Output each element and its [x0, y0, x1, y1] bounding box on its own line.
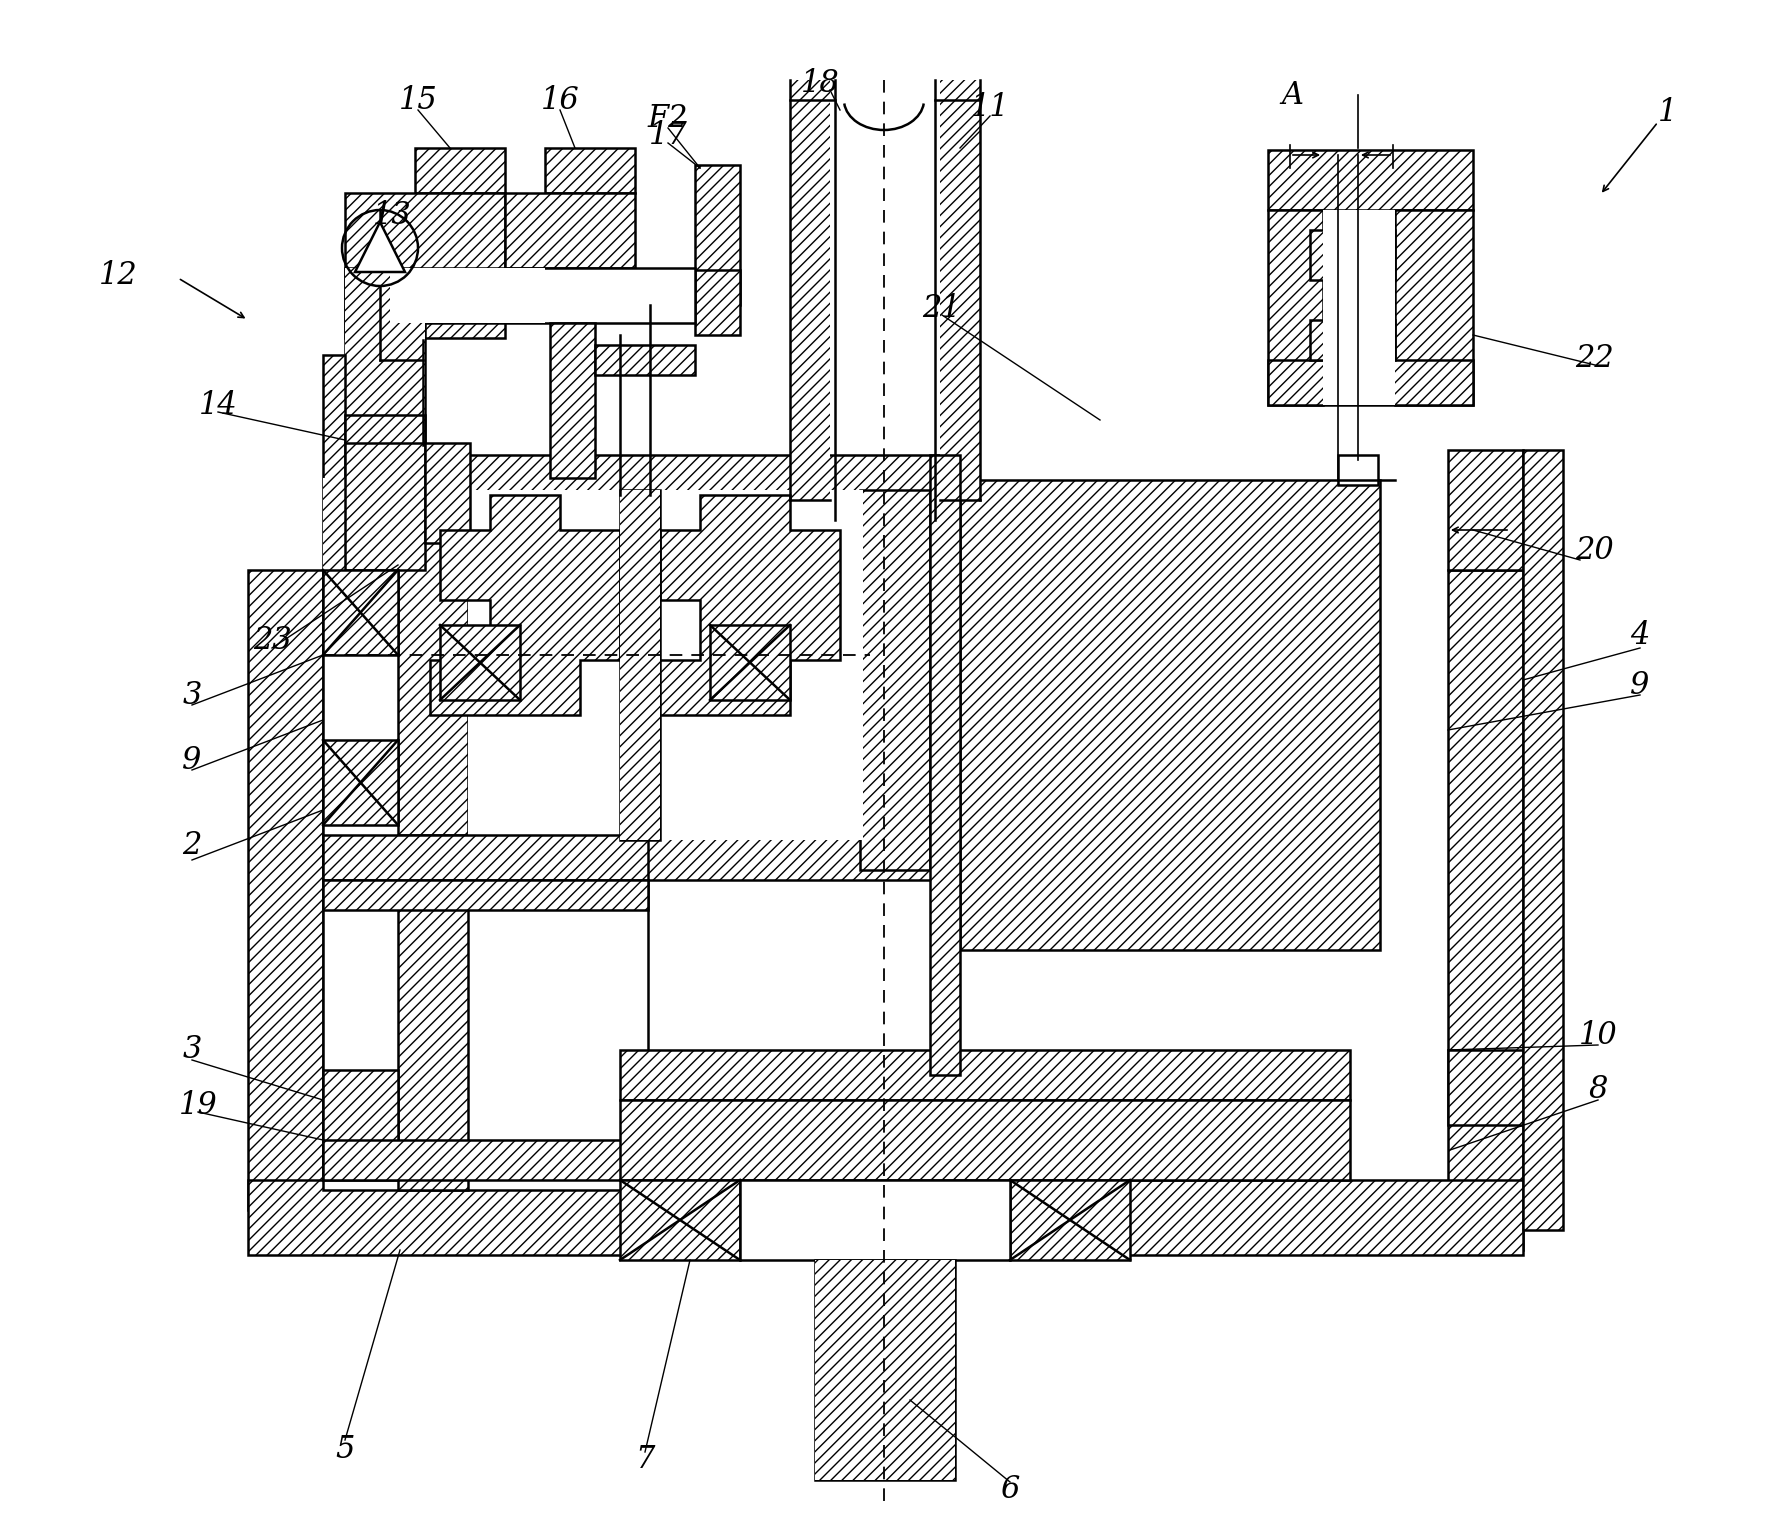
Text: 11: 11 [971, 91, 1010, 123]
Bar [345, 414, 425, 570]
Text: 7: 7 [635, 1445, 655, 1475]
Bar [324, 879, 647, 910]
Bar [1449, 450, 1523, 570]
Bar [416, 148, 504, 192]
Bar [739, 1180, 1010, 1260]
Bar [1449, 1050, 1523, 1126]
Polygon shape [356, 222, 405, 273]
Bar [440, 625, 520, 701]
Bar [248, 1180, 1523, 1255]
Bar [550, 323, 594, 477]
Text: 15: 15 [398, 85, 437, 116]
Bar [939, 80, 980, 500]
Bar [504, 192, 635, 268]
Bar [345, 323, 425, 444]
Bar [860, 490, 930, 870]
Bar [324, 570, 647, 1190]
Bar [324, 835, 647, 879]
Text: 1: 1 [1658, 97, 1677, 128]
Text: 17: 17 [649, 120, 688, 151]
Text: 19: 19 [179, 1089, 218, 1121]
Bar [619, 1180, 739, 1260]
Bar [695, 165, 739, 305]
Text: 3: 3 [182, 679, 202, 710]
Text: F2: F2 [647, 103, 688, 134]
Bar [324, 1140, 669, 1180]
Text: 9: 9 [182, 744, 202, 776]
Bar [1523, 450, 1564, 1230]
Bar [389, 268, 545, 323]
Bar [1449, 570, 1523, 1250]
Bar [345, 268, 695, 323]
Bar [345, 192, 504, 337]
Bar [1311, 320, 1396, 360]
Bar [619, 490, 660, 839]
Text: 4: 4 [1631, 619, 1650, 650]
Text: 23: 23 [253, 625, 292, 656]
Text: 22: 22 [1576, 342, 1615, 374]
Text: 6: 6 [999, 1474, 1019, 1506]
Bar [1337, 454, 1378, 485]
Bar [248, 570, 324, 1210]
Bar [791, 80, 830, 500]
Bar [1010, 1180, 1130, 1260]
Polygon shape [640, 494, 840, 715]
Polygon shape [430, 494, 619, 715]
Bar [398, 835, 948, 879]
Bar [1268, 149, 1474, 209]
Bar [345, 323, 425, 444]
Bar [961, 480, 1380, 950]
Bar [324, 570, 398, 654]
Bar [709, 625, 791, 701]
Bar [930, 454, 961, 1075]
Text: 21: 21 [923, 293, 961, 323]
Bar [398, 490, 469, 1190]
Bar [884, 1260, 955, 1480]
Bar [1268, 209, 1323, 405]
Bar [816, 1260, 884, 1480]
Bar [816, 1260, 955, 1480]
Text: 12: 12 [99, 260, 138, 291]
Text: 13: 13 [373, 200, 412, 231]
Text: 9: 9 [1631, 670, 1650, 701]
Bar [398, 454, 948, 500]
Text: 16: 16 [541, 85, 580, 116]
Bar [324, 741, 398, 825]
Bar [324, 356, 345, 570]
Text: 3: 3 [182, 1035, 202, 1066]
Bar [1311, 229, 1396, 280]
Text: 10: 10 [1578, 1019, 1617, 1050]
Bar [594, 345, 695, 376]
Text: 18: 18 [801, 68, 839, 99]
Bar [619, 490, 660, 839]
Bar [324, 1070, 398, 1180]
Text: 8: 8 [1589, 1075, 1608, 1106]
Bar [619, 1100, 1350, 1180]
Bar [545, 148, 635, 192]
Bar [324, 477, 345, 570]
Bar [469, 490, 863, 839]
Text: 14: 14 [198, 390, 237, 420]
Bar [1268, 360, 1474, 405]
Text: 20: 20 [1576, 534, 1615, 565]
Text: 2: 2 [182, 830, 202, 861]
Bar [345, 268, 389, 323]
Bar [1323, 209, 1396, 405]
Bar [619, 1050, 1350, 1100]
Bar [1396, 209, 1474, 405]
Text: A: A [1281, 80, 1304, 111]
Bar [695, 270, 739, 336]
Text: 5: 5 [336, 1434, 356, 1466]
Bar [425, 444, 471, 544]
